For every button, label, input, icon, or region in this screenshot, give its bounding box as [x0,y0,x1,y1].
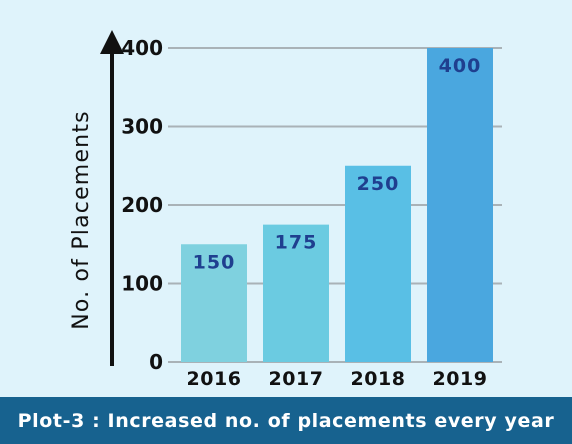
bar-2018 [345,165,411,362]
bar-chart: 0 100 200 300 400 2016 2017 2018 2019 150 175 250… [69,30,502,390]
bar-2019 [427,48,493,362]
x-tick-label-2018: 2018 [351,368,406,390]
y-tick-label: 200 [121,193,163,217]
bar-2016 [181,244,247,362]
y-axis-label: No. of Placements [69,110,94,330]
y-tick-label: 100 [121,272,163,296]
bars-group [181,48,493,362]
y-tick-labels: 0 100 200 300 400 [121,36,163,374]
y-tick-label: 300 [121,115,163,139]
x-tick-labels: 2016 2017 2018 2019 [187,368,488,390]
y-tick-label: 400 [121,36,163,60]
x-tick-label-2019: 2019 [433,368,488,390]
x-tick-label-2017: 2017 [269,368,324,390]
y-axis-arrowhead [100,30,124,54]
data-label-2019: 400 [439,55,482,77]
data-label-2016: 150 [193,251,236,273]
x-tick-label-2016: 2016 [187,368,242,390]
data-label-2017: 175 [275,232,318,254]
data-labels: 150 175 250 400 [193,55,482,273]
chart-caption: Plot-3 : Increased no. of placements eve… [0,397,572,444]
data-label-2018: 250 [357,173,400,195]
bar-2017 [263,224,329,362]
y-tick-label: 0 [149,350,163,374]
